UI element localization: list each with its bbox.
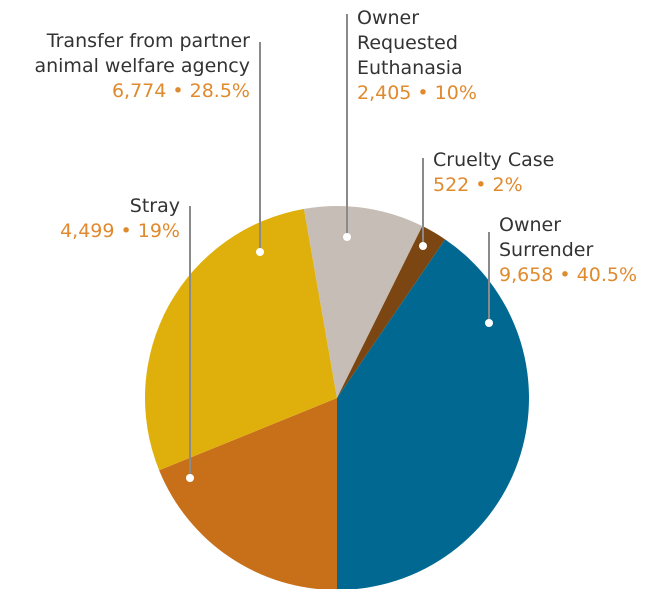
pie-slice [337, 239, 529, 589]
category-label: Owner Surrender [499, 214, 594, 261]
value-label: 9,658 • 40.5% [499, 264, 638, 286]
value-label: 6,774 • 28.5% [111, 80, 250, 102]
pie-slice [303, 206, 423, 398]
slice-label: Cruelty Case 522 • 2% [433, 148, 554, 198]
leader-dot [256, 248, 264, 256]
slice-label: Owner Requested Euthanasia 2,405 • 10% [357, 6, 477, 106]
value-label: 2,405 • 10% [357, 82, 477, 104]
pie-slice [337, 226, 446, 398]
leader-dot [485, 319, 493, 327]
value-label: 522 • 2% [433, 174, 523, 196]
category-label: Transfer from partner animal welfare age… [34, 30, 250, 77]
value-label: 4,499 • 19% [60, 220, 180, 242]
leader-dot [343, 233, 351, 241]
category-label: Cruelty Case [433, 149, 555, 171]
slice-label: Transfer from partner animal welfare age… [34, 29, 250, 104]
slice-label: Owner Surrender 9,658 • 40.5% [499, 213, 637, 288]
category-label: Owner Requested Euthanasia [357, 7, 463, 79]
category-label: Stray [129, 195, 180, 217]
slice-label: Stray 4,499 • 19% [60, 194, 180, 244]
leader-dot [186, 474, 194, 482]
leader-dot [419, 242, 427, 250]
pie-slice [159, 398, 337, 589]
pie-slice [145, 208, 337, 471]
